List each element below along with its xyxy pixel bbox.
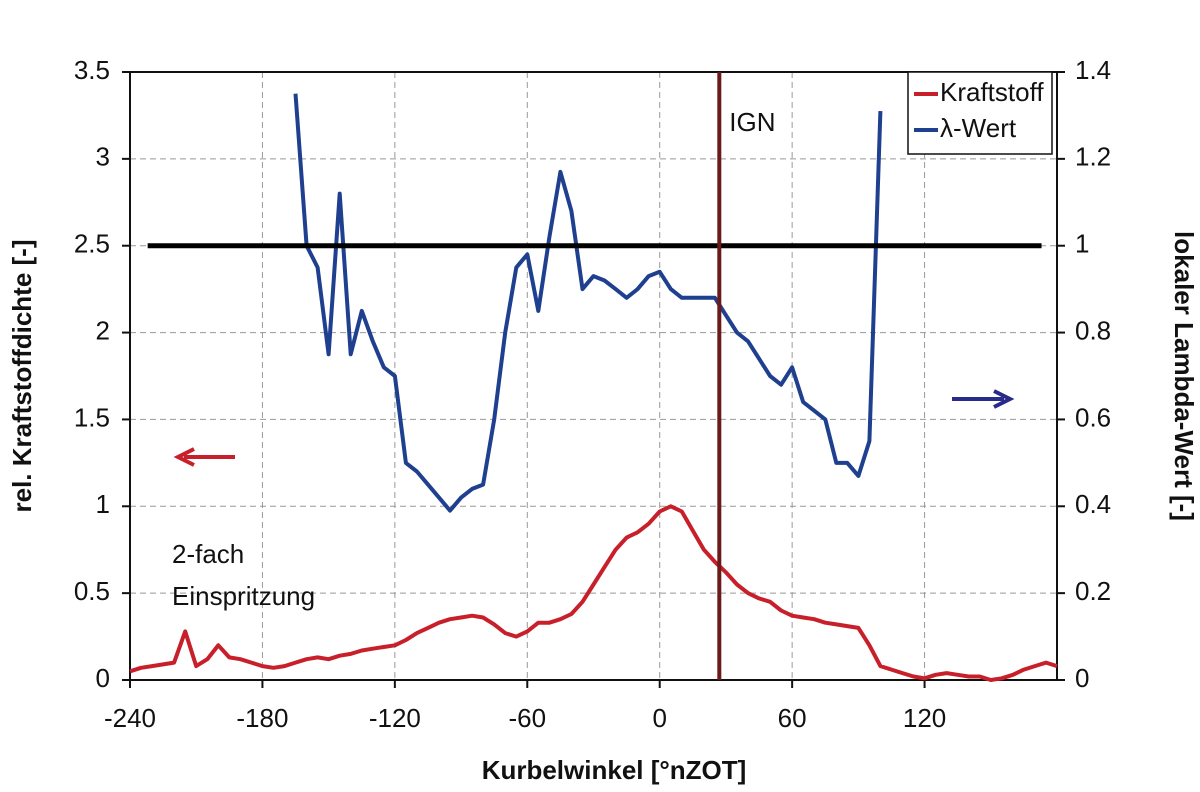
- series-line: [293, 93, 883, 513]
- annotation: 2-fach: [172, 539, 244, 569]
- y2-tick-label: 0.2: [1075, 576, 1111, 606]
- y-axis-title: rel. Kraftstoffdichte [-]: [7, 240, 37, 513]
- y-tick-label: 2: [96, 315, 110, 345]
- y-tick-label: 1: [96, 489, 110, 519]
- right-axis-arrow: [952, 389, 1015, 409]
- x-tick-label: 0: [652, 703, 666, 733]
- y-tick-label: 0: [96, 663, 110, 693]
- annotation: Einspritzung: [172, 581, 315, 611]
- y2-tick-label: 1.2: [1075, 142, 1111, 172]
- y2-tick-label: 0.6: [1075, 402, 1111, 432]
- y2-tick-label: 1.4: [1075, 55, 1111, 85]
- x-tick-label: -240: [104, 703, 156, 733]
- y-tick-label: 1.5: [74, 402, 110, 432]
- x-tick-label: -180: [236, 703, 288, 733]
- left-axis-arrow: [173, 447, 235, 467]
- x-tick-label: -120: [369, 703, 421, 733]
- y-tick-label: 0.5: [74, 576, 110, 606]
- x-tick-label: 120: [903, 703, 946, 733]
- y2-tick-label: 0.4: [1075, 489, 1111, 519]
- x-axis-title: Kurbelwinkel [°nZOT]: [482, 755, 747, 785]
- legend-label: Kraftstoff: [940, 77, 1044, 107]
- ign-label: IGN: [729, 107, 775, 137]
- plot-frame: [129, 71, 1058, 681]
- y-tick-label: 3: [96, 142, 110, 172]
- x-tick-label: -60: [508, 703, 546, 733]
- y2-tick-label: 0: [1075, 663, 1089, 693]
- y2-tick-label: 0.8: [1075, 315, 1111, 345]
- legend-box: [907, 71, 1053, 155]
- y-tick-label: 3.5: [74, 55, 110, 85]
- y-tick-label: 2.5: [74, 229, 110, 259]
- y2-tick-label: 1: [1075, 229, 1089, 259]
- series-line: [129, 504, 1058, 682]
- y2-axis-title: lokaler Lambda-Wert [-]: [1169, 231, 1199, 521]
- legend-label: λ-Wert: [940, 113, 1017, 143]
- x-tick-label: 60: [778, 703, 807, 733]
